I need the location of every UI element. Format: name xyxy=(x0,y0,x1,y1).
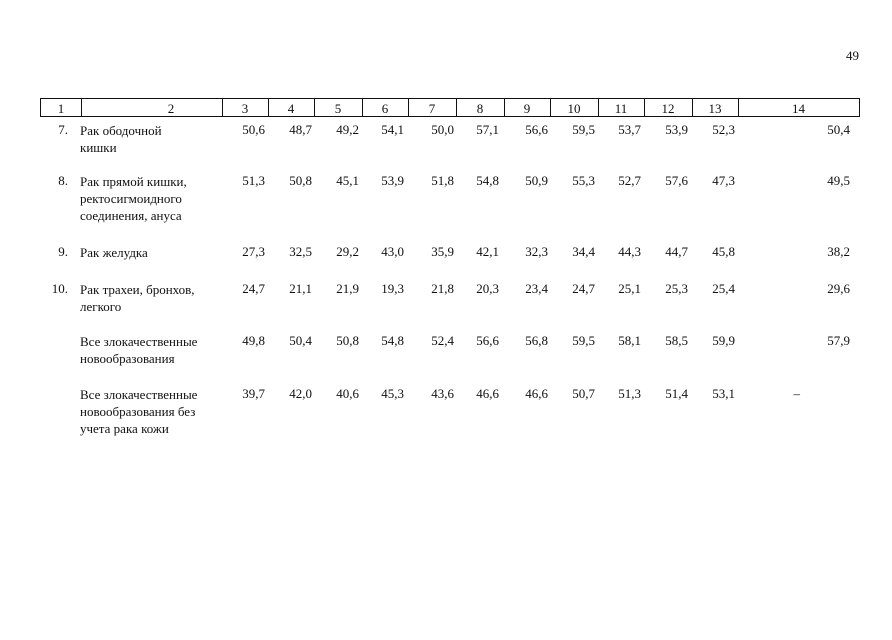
cell-col-10: 34,4 xyxy=(572,244,595,259)
header-col-3: 3 xyxy=(241,101,249,116)
page-number: 49 xyxy=(846,48,859,63)
cell-col-14: – xyxy=(793,386,801,401)
cell-col-13: 53,1 xyxy=(712,386,735,401)
cell-col-11: 52,7 xyxy=(618,173,641,188)
row-label: Рак трахеи, бронхов, легкого xyxy=(80,282,195,314)
row-label: Рак прямой кишки, ректосигмоидного соеди… xyxy=(80,174,187,223)
cell-col-14: 57,9 xyxy=(827,333,850,348)
cell-col-7: 51,8 xyxy=(431,173,454,188)
cell-col-3: 39,7 xyxy=(242,386,265,401)
cell-col-6: 53,9 xyxy=(381,173,404,188)
row-label: Все злокачественные новообразования без … xyxy=(80,387,198,436)
cell-col-10: 50,7 xyxy=(572,386,595,401)
cell-col-13: 59,9 xyxy=(712,333,735,348)
row-label: Все злокачественные новообразования xyxy=(80,334,198,366)
cell-col-11: 44,3 xyxy=(618,244,641,259)
header-col-2: 2 xyxy=(167,101,175,116)
cell-col-11: 51,3 xyxy=(618,386,641,401)
cell-col-13: 47,3 xyxy=(712,173,735,188)
header-col-8: 8 xyxy=(476,101,484,116)
cell-col-8: 42,1 xyxy=(476,244,499,259)
cell-col-14: 38,2 xyxy=(827,244,850,259)
cell-col-3: 51,3 xyxy=(242,173,265,188)
cell-col-6: 54,1 xyxy=(381,122,404,137)
row-number: 8. xyxy=(58,173,68,188)
cell-col-6: 19,3 xyxy=(381,281,404,296)
cell-col-8: 57,1 xyxy=(476,122,499,137)
header-col-14: 14 xyxy=(792,101,805,116)
cell-col-12: 51,4 xyxy=(665,386,688,401)
cell-col-8: 20,3 xyxy=(476,281,499,296)
cell-col-9: 56,6 xyxy=(525,122,548,137)
cell-col-12: 25,3 xyxy=(665,281,688,296)
cell-col-7: 52,4 xyxy=(431,333,454,348)
cell-col-12: 44,7 xyxy=(665,244,688,259)
row-number: 10. xyxy=(51,281,68,296)
cell-col-6: 45,3 xyxy=(381,386,404,401)
header-col-13: 13 xyxy=(708,101,722,116)
cell-col-7: 21,8 xyxy=(431,281,454,296)
cell-col-5: 29,2 xyxy=(336,244,359,259)
cell-col-11: 53,7 xyxy=(618,122,641,137)
row-label: Рак желудка xyxy=(80,245,148,260)
header-col-10: 10 xyxy=(567,101,581,116)
cell-col-13: 52,3 xyxy=(712,122,735,137)
cell-col-13: 25,4 xyxy=(712,281,735,296)
cell-col-3: 24,7 xyxy=(242,281,265,296)
cell-col-9: 23,4 xyxy=(525,281,548,296)
header-col-12: 12 xyxy=(661,101,675,116)
cell-col-7: 35,9 xyxy=(431,244,454,259)
cell-col-10: 55,3 xyxy=(572,173,595,188)
cell-col-10: 59,5 xyxy=(572,333,595,348)
cell-col-13: 45,8 xyxy=(712,244,735,259)
cell-col-4: 21,1 xyxy=(289,281,312,296)
cell-col-14: 50,4 xyxy=(827,122,850,137)
cell-col-4: 50,8 xyxy=(289,173,312,188)
cell-col-9: 32,3 xyxy=(525,244,548,259)
cell-col-5: 50,8 xyxy=(336,333,359,348)
cell-col-8: 56,6 xyxy=(476,333,499,348)
row-number: 9. xyxy=(58,244,68,259)
header-col-6: 6 xyxy=(381,101,389,116)
cell-col-8: 46,6 xyxy=(476,386,499,401)
header-col-11: 11 xyxy=(614,101,628,116)
cell-col-9: 46,6 xyxy=(525,386,548,401)
table-header: 1 2 3 4 5 6 7 8 9 10 11 12 13 14 xyxy=(40,98,860,117)
cell-col-5: 21,9 xyxy=(336,281,359,296)
cell-col-8: 54,8 xyxy=(476,173,499,188)
cell-col-6: 54,8 xyxy=(381,333,404,348)
cell-col-5: 45,1 xyxy=(336,173,359,188)
cell-col-3: 49,8 xyxy=(242,333,265,348)
cell-col-4: 32,5 xyxy=(289,244,312,259)
cell-col-14: 29,6 xyxy=(827,281,850,296)
header-col-5: 5 xyxy=(334,101,342,116)
row-label: Рак ободочной кишки xyxy=(80,123,162,155)
cell-col-14: 49,5 xyxy=(827,173,850,188)
cell-col-12: 57,6 xyxy=(665,173,688,188)
header-col-4: 4 xyxy=(287,101,295,116)
header-col-1: 1 xyxy=(57,101,65,116)
cell-col-9: 56,8 xyxy=(525,333,548,348)
cell-col-4: 48,7 xyxy=(289,122,312,137)
header-col-7: 7 xyxy=(428,101,436,116)
cell-col-3: 27,3 xyxy=(242,244,265,259)
cell-col-4: 42,0 xyxy=(289,386,312,401)
cell-col-10: 24,7 xyxy=(572,281,595,296)
cell-col-3: 50,6 xyxy=(242,122,265,137)
cell-col-7: 50,0 xyxy=(431,122,454,137)
row-number: 7. xyxy=(58,122,68,137)
cell-col-5: 49,2 xyxy=(336,122,359,137)
cell-col-9: 50,9 xyxy=(525,173,548,188)
cell-col-11: 25,1 xyxy=(618,281,641,296)
header-col-9: 9 xyxy=(523,101,531,116)
cell-col-10: 59,5 xyxy=(572,122,595,137)
cell-col-11: 58,1 xyxy=(618,333,641,348)
cell-col-4: 50,4 xyxy=(289,333,312,348)
cell-col-6: 43,0 xyxy=(381,244,404,259)
cell-col-5: 40,6 xyxy=(336,386,359,401)
cell-col-7: 43,6 xyxy=(431,386,454,401)
cell-col-12: 58,5 xyxy=(665,333,688,348)
cell-col-12: 53,9 xyxy=(665,122,688,137)
